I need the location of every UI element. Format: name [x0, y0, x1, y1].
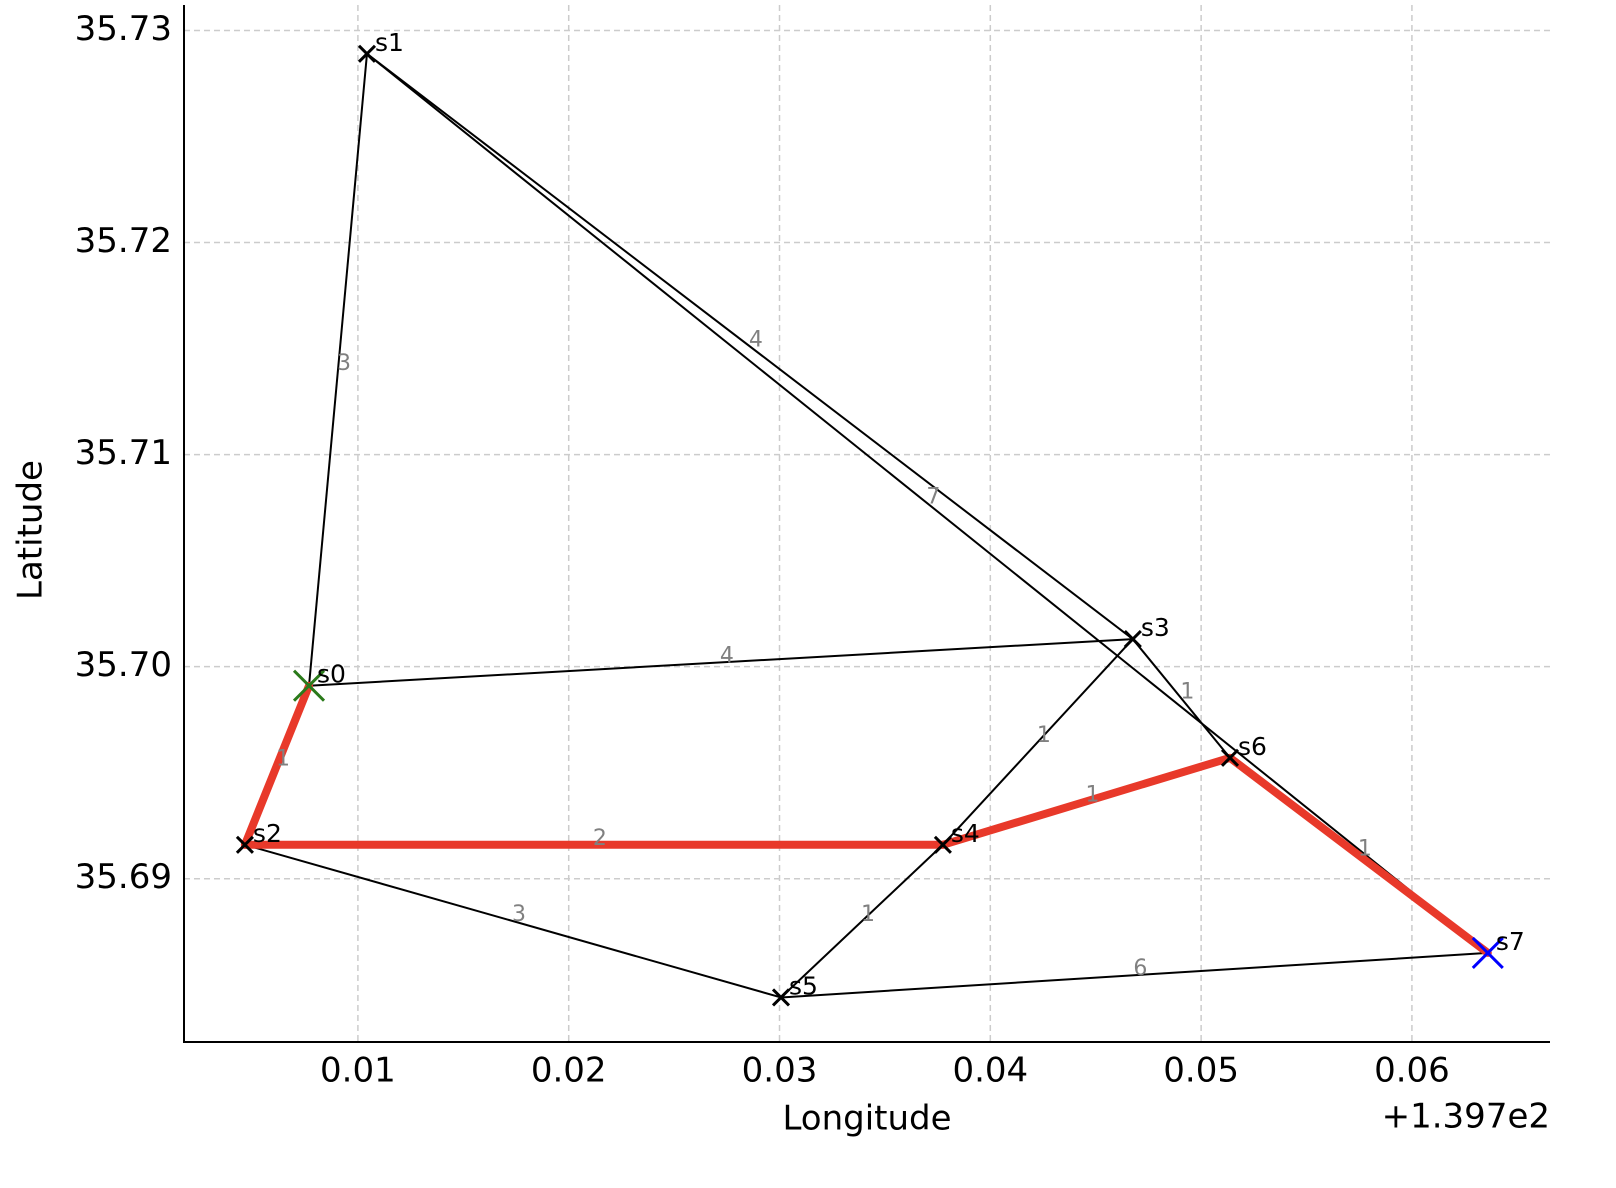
node-label: s5 — [789, 971, 818, 1000]
y-tick-label: 35.71 — [75, 433, 172, 473]
y-tick-label: 35.70 — [75, 645, 172, 685]
x-tick-label: 0.01 — [320, 1051, 396, 1091]
edge — [244, 843, 782, 999]
y-tick-label: 35.72 — [75, 221, 172, 261]
x-tick-label: 0.02 — [531, 1051, 607, 1091]
edge-weight: 4 — [749, 327, 763, 352]
edge — [780, 951, 1488, 999]
edge — [366, 52, 1489, 954]
y-axis-label: Latitude — [11, 460, 51, 600]
edge — [1132, 638, 1231, 759]
x-tick-label: 0.06 — [1374, 1051, 1450, 1091]
edge-weight: 1 — [861, 902, 875, 927]
y-tick-label: 35.69 — [75, 857, 172, 897]
edge — [780, 844, 944, 999]
x-axis-label: Longitude — [782, 1099, 951, 1139]
edge-weight: 3 — [337, 351, 351, 376]
node-label: s6 — [1238, 732, 1267, 761]
path-edge — [1226, 753, 1492, 957]
path-edge — [938, 753, 1235, 849]
node-marker — [292, 669, 326, 702]
edge-weight: 1 — [276, 746, 290, 771]
x-tick-label: 0.04 — [952, 1051, 1028, 1091]
edge-weight: 2 — [593, 826, 607, 851]
axis-spine — [183, 5, 1550, 1043]
node-label: s2 — [253, 819, 282, 848]
node-label: s3 — [1141, 613, 1170, 642]
node-marker — [235, 835, 254, 854]
x-tick-label: 0.03 — [742, 1051, 818, 1091]
edge-weight: 1 — [1180, 679, 1194, 704]
node-marker — [357, 44, 377, 63]
node-label: s0 — [317, 660, 346, 689]
edge — [366, 52, 1134, 640]
node-marker — [1123, 630, 1142, 649]
node-marker — [933, 835, 952, 854]
y-tick-label: 35.73 — [75, 9, 172, 49]
edge — [942, 638, 1134, 846]
node-label: s1 — [375, 28, 404, 57]
node-label: s4 — [951, 819, 980, 848]
x-offset-label: +1.397e2 — [1382, 1097, 1550, 1137]
path-edge — [240, 681, 314, 849]
edge — [308, 638, 1133, 687]
edge-weight: 4 — [720, 643, 734, 668]
edge — [308, 53, 368, 686]
edge-weight: 6 — [1133, 956, 1147, 981]
edge-weight: 1 — [1037, 723, 1051, 748]
edge-weight: 3 — [512, 902, 526, 927]
x-tick-label: 0.05 — [1163, 1051, 1239, 1091]
node-marker — [771, 988, 791, 1007]
edge-weight: 1 — [1358, 836, 1372, 861]
node-marker — [1220, 748, 1240, 767]
edge-weight: 7 — [926, 484, 940, 509]
node-marker — [1471, 936, 1504, 969]
node-label: s7 — [1496, 927, 1525, 956]
edge-weight: 1 — [1085, 782, 1099, 807]
